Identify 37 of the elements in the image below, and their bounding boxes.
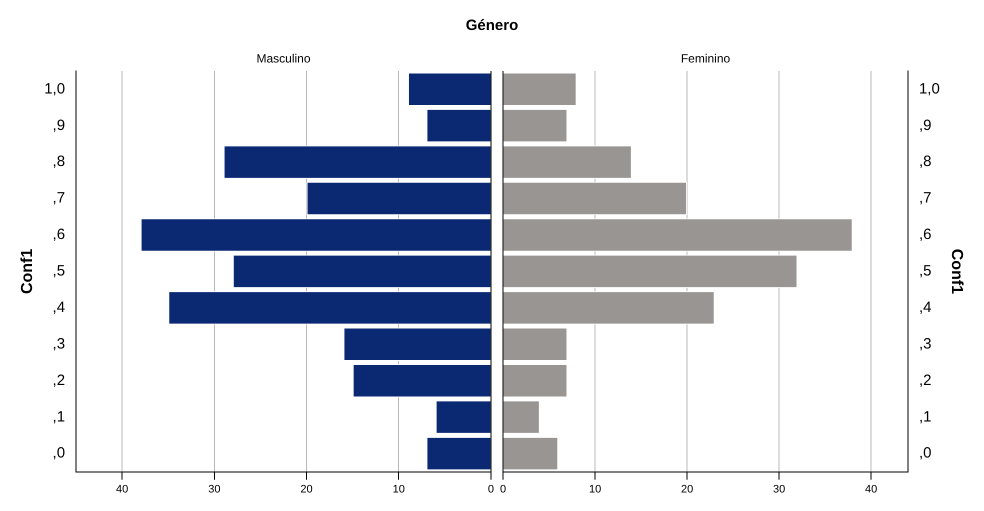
x-tick-label: 40 <box>865 483 878 496</box>
y-tick-label: ,1 <box>918 408 932 426</box>
y-tick-label: ,8 <box>52 153 66 170</box>
x-tick-label: 10 <box>392 483 405 496</box>
x-tick-label: 30 <box>772 483 786 496</box>
y-tick-label: ,0 <box>52 444 66 462</box>
y2-axis-title: Conf1 <box>948 248 965 294</box>
text: Feminino <box>680 51 731 66</box>
y-tick-label: ,7 <box>918 190 932 207</box>
y-tick-label: ,1 <box>52 408 66 426</box>
y-tick-label: ,4 <box>918 298 932 316</box>
y-tick-label: ,9 <box>918 116 932 134</box>
y-tick-label: ,6 <box>918 226 932 244</box>
x-tick-label: 20 <box>680 483 694 496</box>
x-tick-label: 20 <box>300 483 313 496</box>
y-tick-label: ,5 <box>918 262 932 280</box>
y-tick-label: 1,0 <box>44 80 66 98</box>
y-tick-label: ,3 <box>52 335 66 352</box>
y-axis-title: Conf1 <box>19 248 36 294</box>
x-tick-label: 30 <box>208 483 220 496</box>
x-tick-label: 10 <box>588 483 602 496</box>
y-tick-label: ,4 <box>52 298 66 316</box>
y-tick-label: ,9 <box>52 116 66 134</box>
y-tick-label: ,5 <box>52 262 66 280</box>
text: Masculino <box>256 51 311 66</box>
x-tick-label: 0 <box>488 483 494 496</box>
y-tick-label: 1,0 <box>918 80 940 98</box>
y-tick-label: ,7 <box>52 190 66 207</box>
y-tick-label: ,2 <box>52 372 66 389</box>
y-tick-label: ,3 <box>918 335 932 352</box>
x-tick-label: 0 <box>500 483 506 496</box>
chart-title: Género <box>466 17 518 34</box>
y-tick-label: ,8 <box>918 153 932 170</box>
y-tick-label: ,0 <box>918 444 932 462</box>
y-tick-label: ,6 <box>52 226 66 244</box>
x-tick-label: 40 <box>116 483 128 496</box>
y-tick-label: ,2 <box>918 372 932 389</box>
